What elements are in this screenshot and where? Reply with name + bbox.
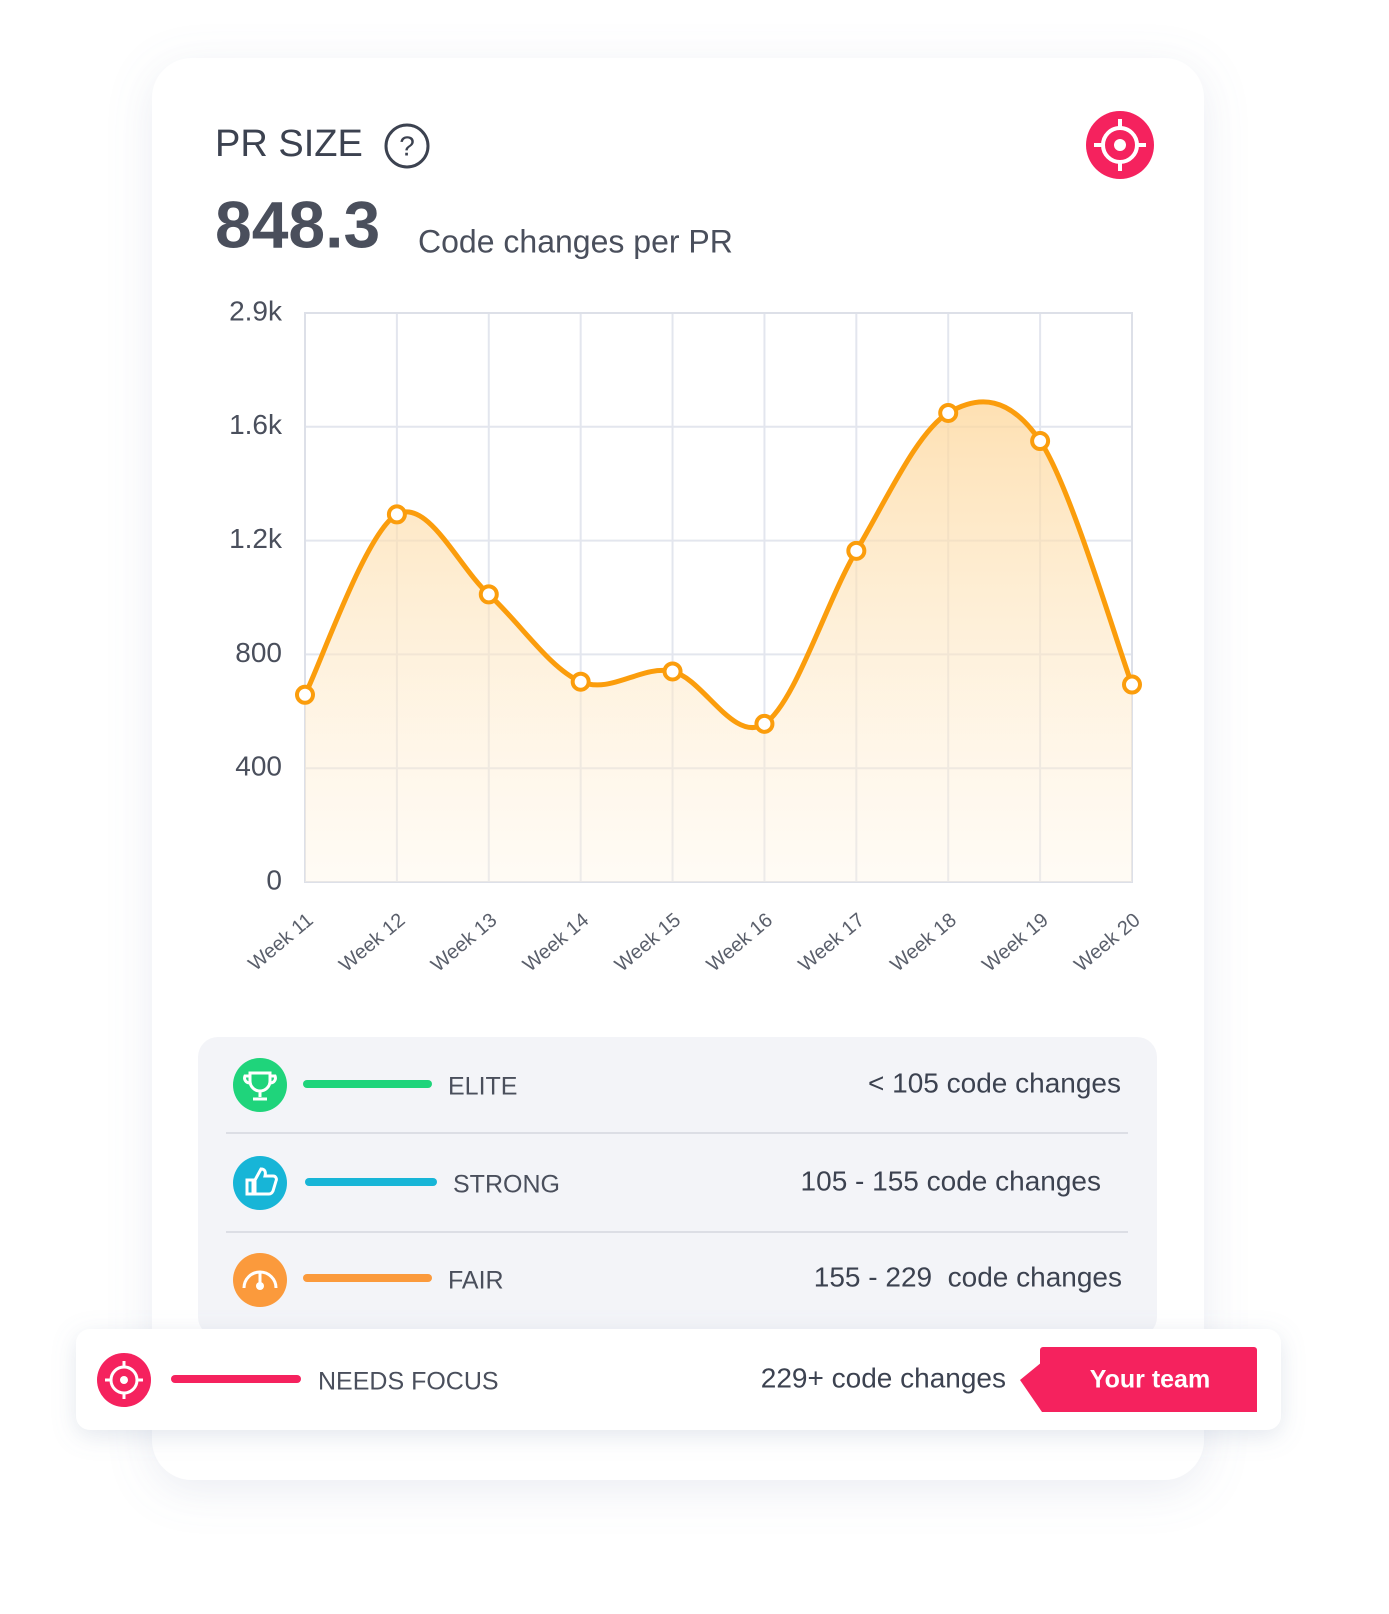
target-icon bbox=[97, 1353, 151, 1407]
legend: ELITE < 105 code changes STRONG 105 - 155 c… bbox=[171, 1067, 1122, 1396]
legend-label: FAIR bbox=[448, 1267, 504, 1295]
legend-range: 155 - 229 code changes bbox=[814, 1261, 1122, 1292]
headline-unit: Code changes per PR bbox=[418, 223, 733, 259]
badge-label: Your team bbox=[1090, 1366, 1210, 1394]
y-tick-label: 2.9k bbox=[229, 295, 283, 326]
legend-range: < 105 code changes bbox=[868, 1067, 1121, 1098]
thumbs-icon bbox=[233, 1156, 287, 1210]
trophy-icon bbox=[233, 1058, 287, 1112]
point bbox=[295, 684, 315, 705]
target-button[interactable] bbox=[1086, 111, 1154, 179]
legend-panel bbox=[198, 1037, 1157, 1337]
line bbox=[302, 399, 1135, 730]
point bbox=[662, 661, 683, 682]
y-tick-label: 0 bbox=[266, 864, 282, 895]
point bbox=[478, 584, 499, 605]
area bbox=[305, 401, 1132, 882]
focus-row bbox=[76, 1329, 1281, 1430]
point bbox=[846, 540, 867, 561]
legend-label: STRONG bbox=[453, 1171, 560, 1199]
legend-range: 229+ code changes bbox=[761, 1362, 1006, 1393]
point bbox=[386, 504, 407, 525]
legend-label: NEEDS FOCUS bbox=[318, 1368, 499, 1396]
y-tick-label: 400 bbox=[235, 751, 282, 782]
point bbox=[754, 713, 775, 734]
point bbox=[570, 671, 591, 692]
point bbox=[1030, 431, 1051, 452]
headline-value: 848.3 bbox=[215, 187, 380, 261]
help-icon[interactable] bbox=[384, 123, 430, 169]
y-tick-label: 1.2k bbox=[229, 523, 283, 554]
gauge-icon bbox=[233, 1253, 287, 1307]
legend-range: 105 - 155 code changes bbox=[801, 1165, 1101, 1196]
point bbox=[1122, 674, 1142, 695]
legend-label: ELITE bbox=[448, 1073, 517, 1101]
badge-body bbox=[1040, 1347, 1257, 1411]
title: PR SIZE bbox=[215, 123, 363, 165]
point bbox=[938, 402, 959, 423]
help-mark: ? bbox=[399, 130, 415, 161]
y-tick-label: 800 bbox=[235, 637, 282, 668]
y-tick-label: 1.6k bbox=[229, 409, 283, 440]
